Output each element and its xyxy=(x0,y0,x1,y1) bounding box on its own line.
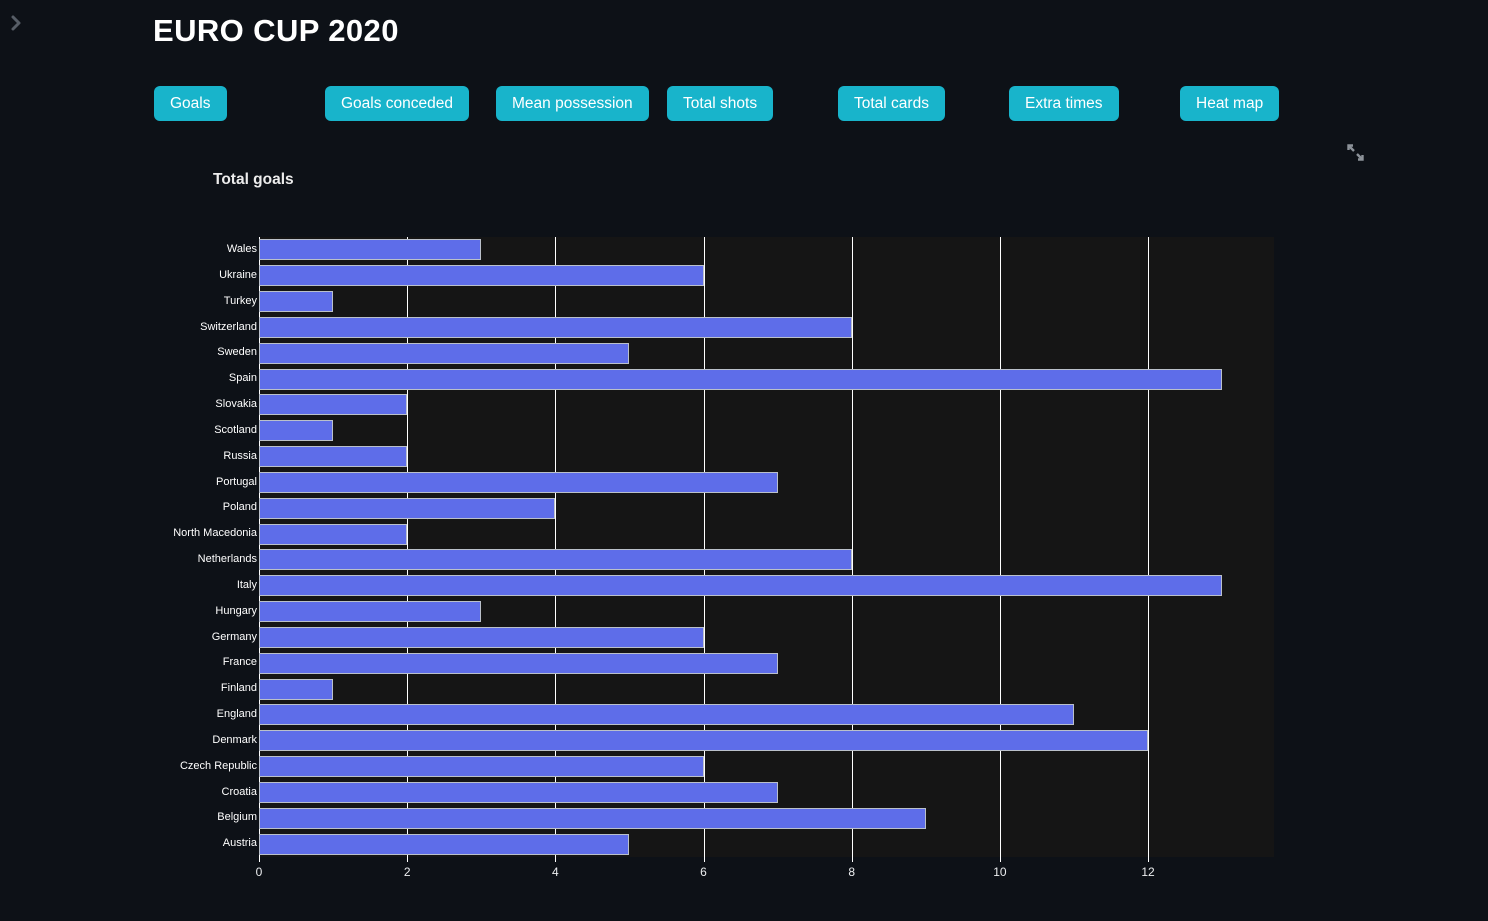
y-axis-label-hungary: Hungary xyxy=(215,604,257,617)
gridline-x-2 xyxy=(407,237,409,857)
x-tick-label-6: 6 xyxy=(700,865,707,879)
tab-total-cards[interactable]: Total cards xyxy=(838,86,945,121)
y-axis-label-england: England xyxy=(216,708,257,720)
bar-ukraine[interactable] xyxy=(259,265,704,287)
bar-denmark[interactable] xyxy=(259,730,1149,752)
y-axis-label-turkey: Turkey xyxy=(223,294,257,307)
gridline-x-12 xyxy=(1148,237,1150,857)
y-axis-label-spain: Spain xyxy=(228,372,257,385)
y-axis-label-austria: Austria xyxy=(222,837,257,850)
gridline-x-6 xyxy=(703,237,705,857)
x-tick-8 xyxy=(851,857,853,862)
plot-area: 0 2 4 6 8 10 12 xyxy=(256,237,1274,879)
y-axis-label-france: France xyxy=(222,656,257,669)
y-axis-label-finland: Finland xyxy=(220,682,257,695)
tab-goals-conceded[interactable]: Goals conceded xyxy=(325,86,470,121)
chart-title: Total goals xyxy=(213,171,294,188)
tab-bar: Goals Goals conceded Mean possession Total … xyxy=(154,86,1351,121)
bar-france[interactable] xyxy=(259,652,778,674)
sidebar-expand-chevron-icon[interactable] xyxy=(6,13,26,33)
x-tick-4 xyxy=(555,857,557,862)
bar-wales[interactable] xyxy=(259,239,482,261)
bar-netherlands[interactable] xyxy=(259,549,852,571)
bar-turkey[interactable] xyxy=(259,291,334,313)
bar-belgium[interactable] xyxy=(259,807,926,829)
y-axis-label-ukraine: Ukraine xyxy=(219,268,257,281)
x-tick-0 xyxy=(259,857,260,862)
bar-north-macedonia[interactable] xyxy=(259,523,408,545)
y-axis-label-north-macedonia: North Macedonia xyxy=(173,527,257,540)
x-tick-label-0: 0 xyxy=(255,865,263,879)
bar-slovakia[interactable] xyxy=(259,394,408,416)
bar-italy[interactable] xyxy=(259,575,1223,597)
bar-croatia[interactable] xyxy=(259,781,778,803)
tab-total-shots[interactable]: Total shots xyxy=(667,86,774,121)
bar-czech-republic[interactable] xyxy=(259,756,704,778)
y-axis-label-poland: Poland xyxy=(222,501,257,514)
y-axis-label-czech-republic: Czech Republic xyxy=(179,759,257,772)
y-axis-label-germany: Germany xyxy=(211,630,257,643)
fullscreen-expand-icon[interactable] xyxy=(1342,139,1369,166)
y-axis-label-portugal: Portugal xyxy=(216,475,257,488)
bar-spain[interactable] xyxy=(259,368,1223,390)
x-tick-label-12: 12 xyxy=(1141,865,1155,879)
gridline-x-8 xyxy=(851,237,853,857)
tab-goals[interactable]: Goals xyxy=(154,86,227,121)
x-tick-6 xyxy=(703,857,705,862)
y-axis-label-slovakia: Slovakia xyxy=(215,398,257,410)
x-tick-label-2: 2 xyxy=(403,865,411,879)
tab-heat-map[interactable]: Heat map xyxy=(1180,86,1280,121)
x-tick-label-8: 8 xyxy=(848,865,856,879)
gridline-x-4 xyxy=(555,237,557,857)
bar-scotland[interactable] xyxy=(259,420,334,442)
bar-england[interactable] xyxy=(259,704,1074,726)
bar-austria[interactable] xyxy=(259,833,630,855)
page-title: EURO CUP 2020 xyxy=(153,13,399,48)
y-axis-label-netherlands: Netherlands xyxy=(197,553,257,565)
y-axis-label-denmark: Denmark xyxy=(212,733,257,746)
y-axis-label-sweden: Sweden xyxy=(217,346,257,359)
tab-mean-possession[interactable]: Mean possession xyxy=(496,86,649,121)
x-tick-10 xyxy=(999,857,1001,862)
x-tick-12 xyxy=(1148,857,1150,862)
y-axis-line xyxy=(259,237,260,857)
bar-finland[interactable] xyxy=(259,678,334,700)
bar-switzerland[interactable] xyxy=(259,316,852,338)
bar-germany[interactable] xyxy=(259,626,704,648)
y-axis-label-russia: Russia xyxy=(223,449,257,462)
bar-russia[interactable] xyxy=(259,446,408,468)
y-axis-label-belgium: Belgium xyxy=(217,811,257,824)
bar-hungary[interactable] xyxy=(259,601,482,623)
bar-sweden[interactable] xyxy=(259,342,630,364)
y-axis-label-italy: Italy xyxy=(236,578,257,591)
x-tick-label-4: 4 xyxy=(552,865,559,879)
x-tick-2 xyxy=(407,857,409,862)
y-axis-label-wales: Wales xyxy=(226,243,257,255)
y-axis-label-switzerland: Switzerland xyxy=(200,320,257,333)
bar-poland[interactable] xyxy=(259,497,556,519)
y-axis-label-croatia: Croatia xyxy=(221,785,257,798)
x-tick-label-10: 10 xyxy=(993,865,1007,879)
tab-extra-times[interactable]: Extra times xyxy=(1009,86,1119,121)
y-axis-label-scotland: Scotland xyxy=(214,423,257,436)
bar-portugal[interactable] xyxy=(259,471,778,493)
gridline-x-10 xyxy=(999,237,1001,857)
total-goals-chart: 0 2 4 6 8 10 12 Wales Ukraine Turkey Switzerland S… xyxy=(0,237,1274,879)
